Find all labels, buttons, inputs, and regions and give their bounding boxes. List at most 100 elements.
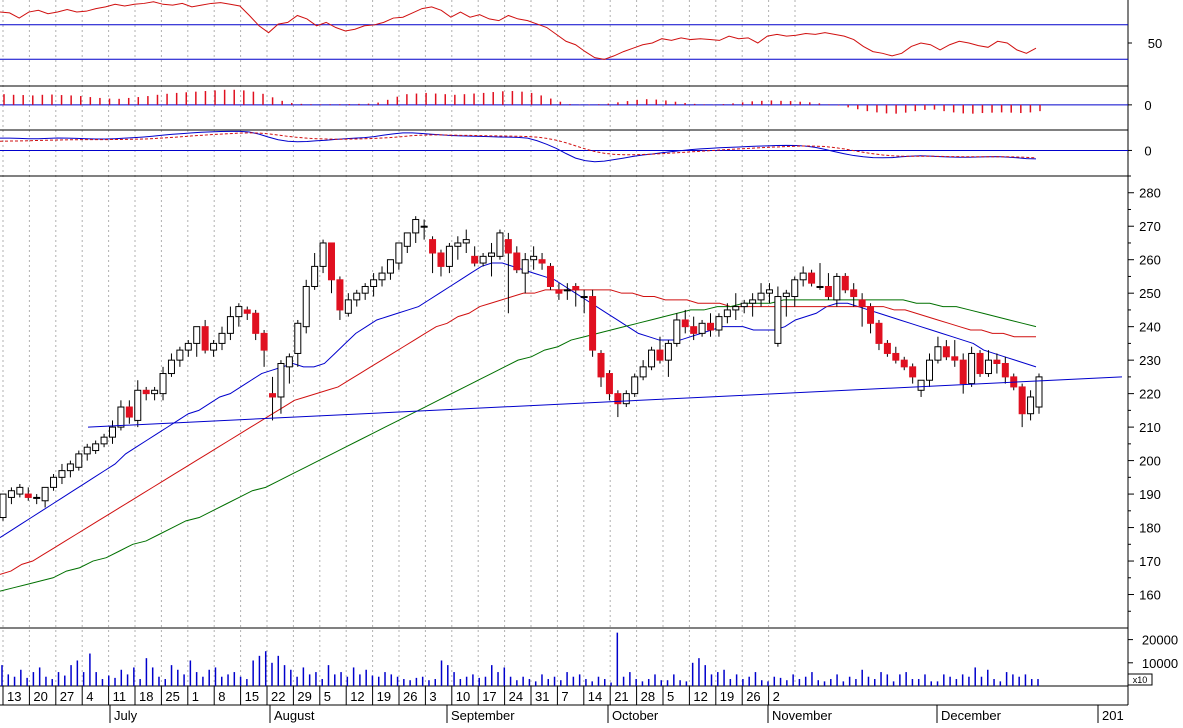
candle-body-29: [243, 309, 251, 314]
candle-body-51: [429, 239, 437, 254]
candle-body-60: [504, 239, 512, 254]
candle-body-118: [993, 359, 1001, 364]
candle-body-38: [319, 242, 327, 267]
day-label-16: 3: [429, 689, 436, 704]
candle-body-58: [488, 252, 496, 257]
hist-tick-label: 0: [1144, 98, 1151, 113]
month-label-4: November: [772, 708, 833, 723]
candle-body-25: [210, 342, 218, 351]
candle-body-87: [732, 306, 740, 311]
candle-body-115: [968, 352, 976, 385]
candle-body-5: [41, 486, 49, 502]
candle-body-12: [100, 436, 108, 445]
candle-body-7: [58, 470, 66, 478]
candle-body-13: [108, 426, 116, 438]
day-label-19: 24: [509, 689, 523, 704]
candle-body-94: [791, 279, 799, 298]
price-tick-label-2: 260: [1139, 253, 1161, 268]
day-label-3: 4: [86, 689, 93, 704]
candle-body-45: [378, 272, 386, 281]
candle-body-11: [92, 443, 100, 452]
candle-body-23: [193, 326, 201, 344]
candle-body-16: [134, 389, 142, 421]
candle-body-108: [909, 366, 917, 378]
macd-line-0: [0, 130, 1037, 163]
candle-body-53: [445, 245, 453, 267]
candle-body-80: [673, 319, 681, 344]
month-label-0: July: [114, 708, 138, 723]
candle-body-92: [774, 296, 782, 344]
candle-body-44: [370, 279, 378, 287]
candle-body-35: [294, 322, 302, 354]
day-label-12: 5: [324, 689, 331, 704]
candle-body-71: [597, 352, 605, 378]
candle-body-103: [867, 306, 875, 324]
candle-body-109: [917, 379, 925, 391]
day-label-29: 2: [773, 689, 780, 704]
day-label-14: 19: [377, 689, 391, 704]
price-tick-label-8: 200: [1139, 454, 1161, 469]
candle-body-18: [151, 389, 159, 395]
price-tick-label-4: 240: [1139, 320, 1161, 335]
candle-body-43: [361, 285, 369, 294]
day-label-7: 1: [192, 689, 199, 704]
candle-body-121: [1018, 386, 1026, 415]
candle-body-102: [858, 299, 866, 308]
day-label-25: 5: [667, 689, 674, 704]
day-label-15: 26: [403, 689, 417, 704]
candle-body-73: [614, 393, 622, 405]
volume-tick-label-1: 10000: [1142, 656, 1178, 671]
candle-body-48: [403, 232, 411, 247]
trendline: [87, 376, 1123, 428]
volume-unit-label: x10: [1133, 675, 1148, 685]
candle-body-40: [336, 279, 344, 311]
candle-body-117: [984, 359, 992, 375]
day-label-21: 7: [561, 689, 568, 704]
candle-body-57: [479, 255, 487, 264]
candle-body-55: [462, 239, 470, 244]
candle-body-89: [749, 299, 757, 304]
candle-body-32: [269, 393, 277, 398]
day-label-18: 17: [482, 689, 496, 704]
candle-body-52: [437, 252, 445, 267]
candle-body-97: [816, 285, 824, 288]
candle-body-85: [715, 316, 723, 331]
candle-body-75: [631, 376, 639, 395]
candle-body-36: [302, 285, 310, 328]
candle-body-30: [252, 312, 260, 334]
candle-body-66: [555, 289, 563, 294]
candle-body-72: [605, 373, 613, 395]
candle-body-14: [117, 406, 125, 428]
candle-body-113: [951, 356, 959, 361]
day-label-2: 27: [60, 689, 74, 704]
candle-body-76: [639, 366, 647, 378]
candle-body-105: [883, 342, 891, 354]
candle-body-91: [765, 289, 773, 294]
candle-body-26: [218, 332, 226, 344]
volume-unit-box: [1127, 673, 1153, 686]
price-tick-label-11: 170: [1139, 554, 1161, 569]
candle-body-8: [66, 463, 74, 472]
candle-body-96: [808, 272, 816, 284]
candle-body-22: [184, 342, 192, 351]
candle-body-62: [521, 259, 529, 274]
macd-tick-label: 0: [1144, 143, 1151, 158]
candle-body-1: [7, 490, 15, 498]
candle-body-31: [260, 332, 268, 351]
candle-body-104: [875, 322, 883, 344]
candle-body-70: [589, 296, 597, 351]
candle-body-95: [799, 272, 807, 281]
candle-body-64: [538, 259, 546, 264]
candle-body-88: [740, 302, 748, 308]
price-tick-label-10: 180: [1139, 521, 1161, 536]
candle-body-79: [664, 342, 672, 361]
candle-body-10: [83, 446, 91, 455]
day-label-13: 12: [350, 689, 364, 704]
candle-body-114: [959, 359, 967, 385]
candle-body-78: [656, 349, 664, 361]
candle-body-27: [226, 316, 234, 334]
month-label-2: September: [451, 708, 515, 723]
candle-body-112: [942, 346, 950, 358]
candle-body-86: [723, 309, 731, 318]
